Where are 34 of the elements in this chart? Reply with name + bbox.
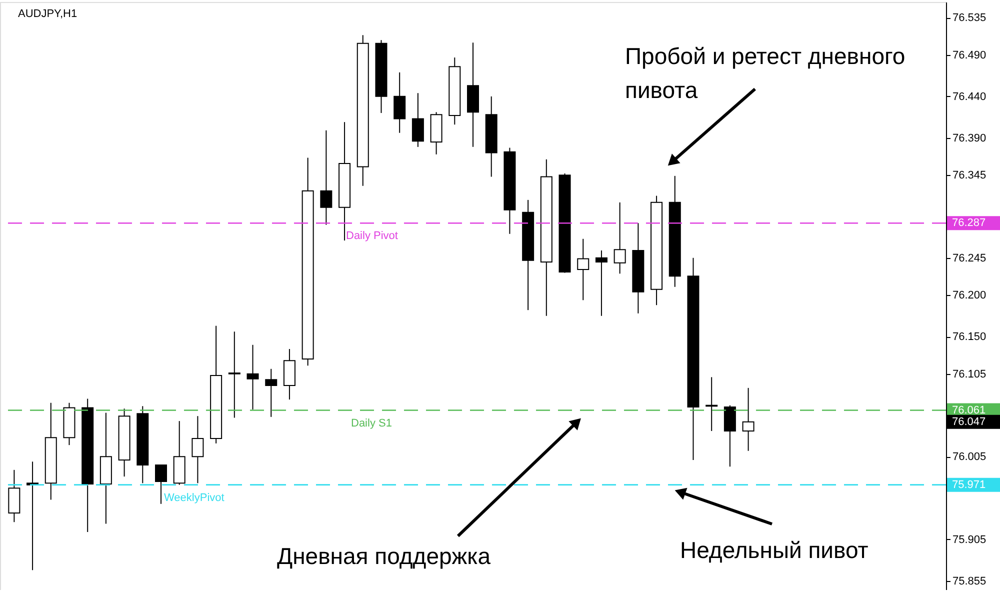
candlestick <box>192 416 204 484</box>
text: 76.061 <box>952 404 986 416</box>
annotation: Пробой и ретест дневного пивота <box>625 43 906 103</box>
y-tick-label: 76.005 <box>952 451 986 464</box>
annotation: Недельный пивот <box>680 537 869 563</box>
text: 76.287 <box>952 217 986 230</box>
y-tick-label: 76.345 <box>952 170 986 182</box>
ref-line-label: Daily S1 <box>351 417 392 430</box>
y-tick-label: 76.150 <box>952 331 986 344</box>
y-tick-label: 76.200 <box>952 290 986 302</box>
candlestick <box>614 202 626 274</box>
candlestick <box>265 368 278 418</box>
y-tick-label: 76.490 <box>952 50 986 62</box>
ref-line-label: Daily Pivot <box>346 230 398 242</box>
text: 75.971 <box>952 478 986 491</box>
annotation: Дневная поддержка <box>277 543 491 569</box>
y-tick-label: 75.905 <box>952 534 986 546</box>
y-tick-label: 76.535 <box>952 12 986 24</box>
y-tick-label: 76.440 <box>952 90 986 103</box>
candlestick <box>742 387 754 452</box>
candlestick <box>394 72 406 134</box>
y-tick-label: 76.390 <box>952 132 986 144</box>
candlestick <box>595 250 608 316</box>
candlestick <box>246 344 259 410</box>
ref-line-label: WeeklyPivot <box>164 492 224 504</box>
y-tick-label: 75.855 <box>952 575 986 588</box>
text: 76.047 <box>952 416 986 428</box>
candlestick <box>228 331 240 418</box>
candlestick <box>577 238 590 301</box>
text: AUDJPY,H1 <box>18 8 78 20</box>
candlestick <box>320 130 332 226</box>
candlestick <box>412 92 424 148</box>
y-tick-label: 76.105 <box>952 368 986 380</box>
y-tick-label: 76.245 <box>952 252 986 264</box>
